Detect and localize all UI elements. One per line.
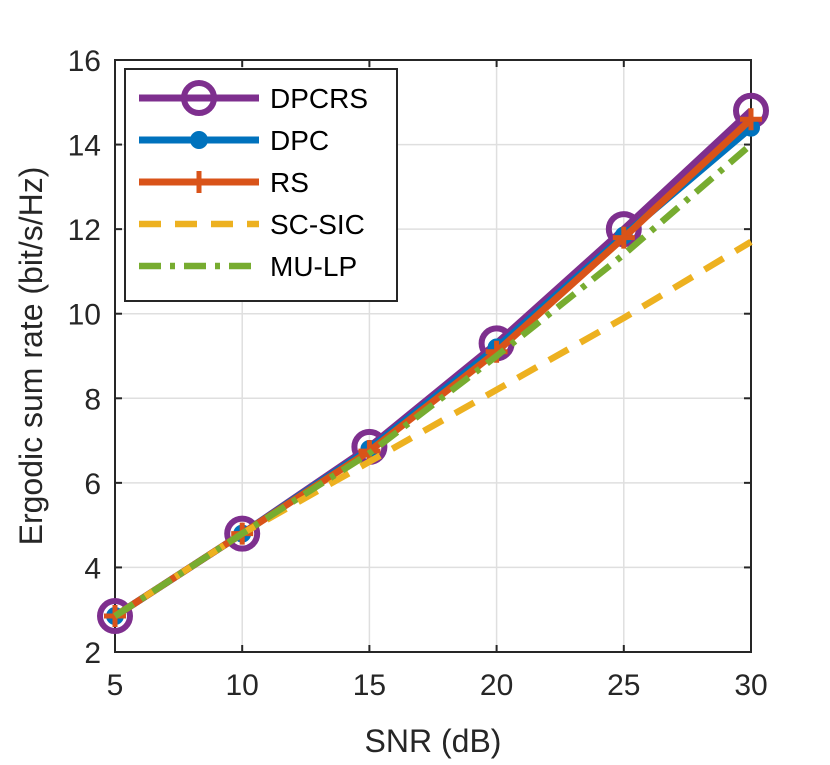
y-tick-label: 4 [84, 552, 101, 585]
data-point-dpcrs [224, 515, 261, 552]
legend-item-dpcrs: DPCRS [139, 80, 368, 116]
x-tick-label: 15 [353, 669, 386, 702]
series-group [97, 92, 769, 635]
legend-label: DPC [270, 125, 329, 156]
data-point-rs [612, 226, 635, 249]
y-tick-label: 16 [68, 45, 101, 78]
series-line-sc-sic [113, 239, 753, 619]
x-tick-label: 10 [226, 669, 259, 702]
legend-item-rs: RS [139, 167, 309, 198]
y-tick-label: 10 [68, 299, 101, 332]
axis-ticks: 5 10 15 20 25 30 2 4 6 8 10 12 14 16 [68, 45, 768, 702]
legend-label: RS [270, 167, 309, 198]
legend-item-sc-sic: SC-SIC [139, 209, 365, 240]
x-tick-label: 20 [480, 669, 513, 702]
legend-item-dpc: DPC [139, 125, 329, 156]
x-tick-label: 30 [734, 669, 767, 702]
legend-label: DPCRS [270, 83, 368, 114]
legend-label: MU-LP [270, 251, 357, 282]
y-tick-label: 6 [84, 468, 101, 501]
x-tick-label: 5 [107, 669, 124, 702]
y-tick-label: 14 [68, 130, 101, 163]
y-tick-label: 2 [84, 637, 101, 670]
legend-marker-dpc [190, 131, 208, 149]
y-tick-label: 8 [84, 383, 101, 416]
series-sc-sic [113, 239, 753, 619]
legend-marker-rs [188, 171, 210, 193]
x-axis-title: SNR (dB) [365, 723, 502, 759]
legend-marker-dpcrs [181, 80, 217, 116]
plot-frame [114, 59, 752, 653]
data-point-rs [740, 108, 762, 131]
y-tick-label: 12 [68, 214, 101, 247]
y-axis-title: Ergodic sum rate (bit/s/Hz) [13, 167, 49, 546]
legend-label: SC-SIC [270, 209, 365, 240]
data-point-dpcrs [97, 598, 133, 635]
legend-item-mu-lp: MU-LP [139, 251, 357, 282]
x-tick-label: 25 [607, 669, 640, 702]
